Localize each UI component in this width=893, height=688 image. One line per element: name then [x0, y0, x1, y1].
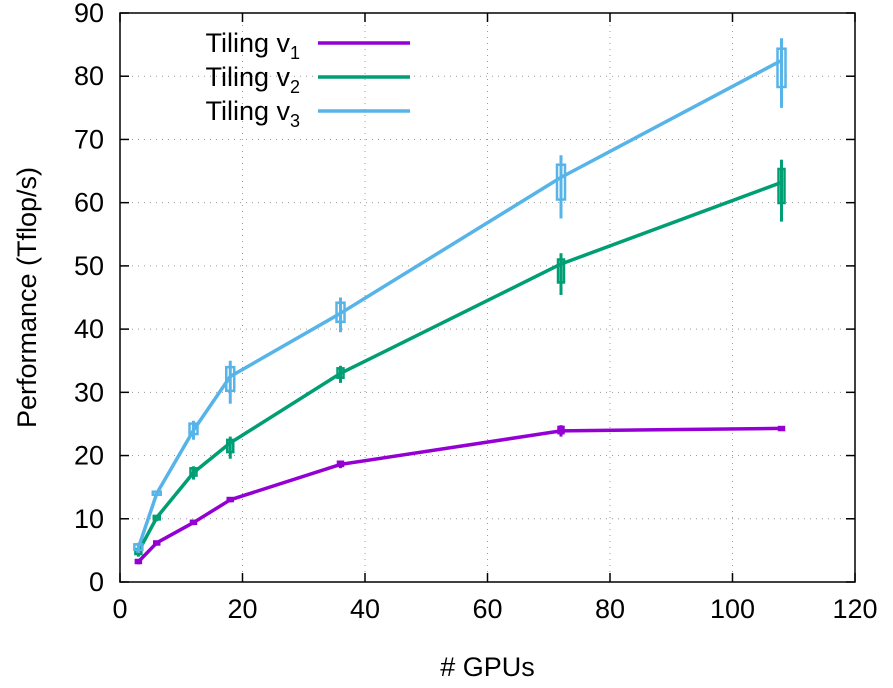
axis-ticks: 0 20 40 60 80 100 120 0 10 20 30 40 50 60 70 80 90 [74, 0, 878, 624]
y-tick-label: 20 [74, 441, 104, 471]
y-axis-title: Performance (Tflop/s) [12, 167, 42, 428]
grid [120, 13, 855, 582]
series-1 [134, 425, 786, 565]
data-point [777, 425, 786, 432]
series-layer [133, 38, 787, 565]
y-tick-label: 30 [74, 377, 104, 407]
x-tick-label: 100 [710, 594, 755, 624]
y-tick-label: 10 [74, 504, 104, 534]
y-tick-label: 80 [74, 61, 104, 91]
data-point [151, 490, 162, 496]
data-point [153, 540, 161, 546]
legend-item: Tiling v2 [205, 62, 410, 97]
legend-label-subscript: 2 [290, 77, 300, 97]
data-point [188, 422, 199, 436]
x-tick-label: 0 [112, 594, 127, 624]
series-line [136, 58, 783, 549]
data-point [189, 467, 198, 477]
data-point [336, 367, 345, 379]
legend-item: Tiling v1 [205, 28, 410, 63]
y-tick-label: 70 [74, 124, 104, 154]
data-point [225, 365, 236, 393]
legend-label-main: Tiling v [205, 96, 290, 126]
y-tick-label: 60 [74, 188, 104, 218]
legend-label-subscript: 1 [290, 43, 300, 63]
y-tick-label: 40 [74, 314, 104, 344]
x-tick-label: 40 [350, 594, 380, 624]
legend-label: Tiling v1 [205, 28, 300, 63]
data-point [152, 514, 161, 521]
legend-label-main: Tiling v [205, 62, 290, 92]
legend-label-subscript: 3 [290, 111, 300, 131]
data-point [226, 496, 234, 503]
data-point [335, 301, 346, 324]
legend-label: Tiling v3 [205, 96, 300, 131]
y-tick-label: 50 [74, 251, 104, 281]
data-point [555, 163, 567, 201]
y-tick-label: 90 [74, 0, 104, 28]
data-point [556, 258, 566, 284]
x-tick-label: 80 [595, 594, 625, 624]
x-tick-label: 60 [472, 594, 502, 624]
data-point [557, 425, 565, 435]
series-3 [133, 38, 787, 553]
x-tick-label: 120 [832, 594, 877, 624]
data-point [336, 460, 345, 468]
y-tick-label: 0 [89, 567, 104, 597]
data-point [776, 47, 787, 89]
data-point [777, 167, 786, 205]
legend-label-main: Tiling v [205, 28, 290, 58]
data-point [133, 543, 144, 552]
data-point [226, 438, 235, 454]
x-axis-title: # GPUs [440, 652, 535, 682]
legend-label: Tiling v2 [205, 62, 300, 97]
legend-item: Tiling v3 [205, 96, 410, 131]
x-tick-label: 20 [227, 594, 257, 624]
series-line [137, 426, 782, 563]
data-point [134, 558, 143, 565]
data-point [189, 519, 198, 526]
